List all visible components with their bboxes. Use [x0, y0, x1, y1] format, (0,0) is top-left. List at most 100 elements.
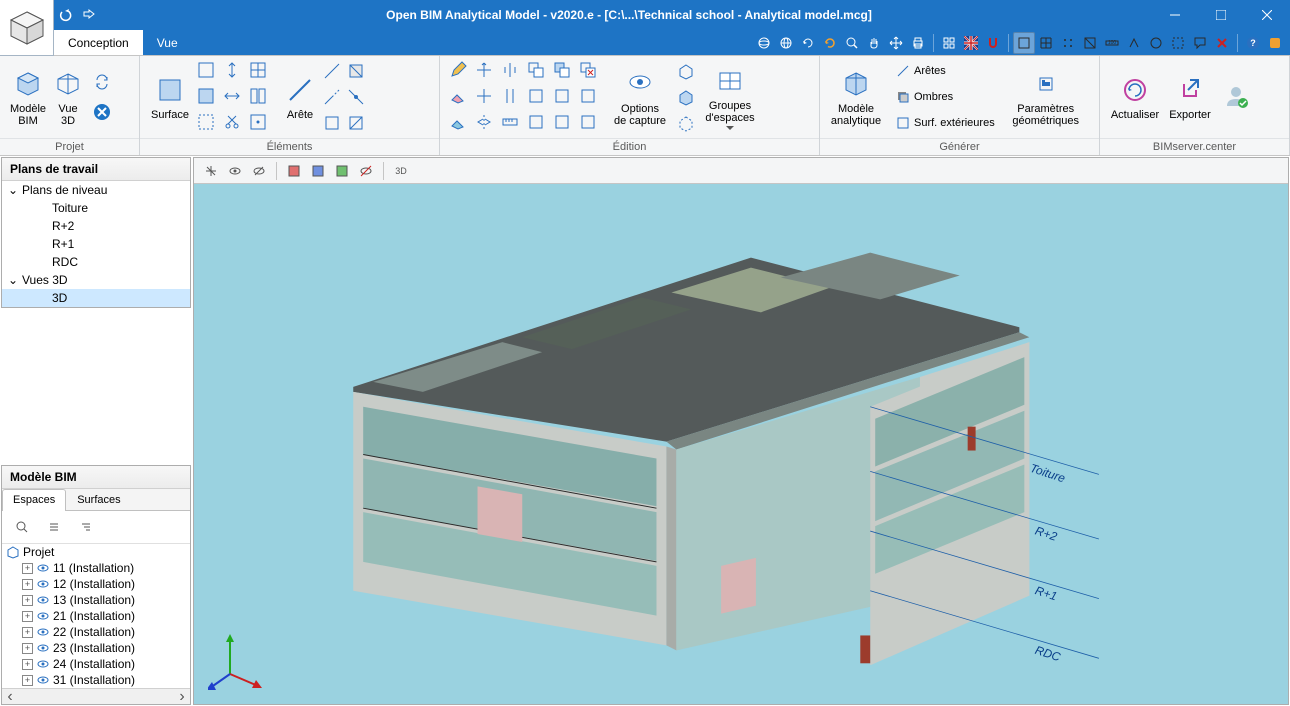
edit-9-icon[interactable]	[524, 110, 548, 134]
sync-icon[interactable]	[90, 70, 114, 94]
search-icon[interactable]	[10, 515, 34, 539]
capt-1-icon[interactable]	[674, 59, 698, 83]
arete-3-icon[interactable]	[320, 111, 344, 135]
app-menu-button[interactable]	[0, 0, 54, 56]
tab-espaces[interactable]: Espaces	[2, 489, 66, 511]
denied-icon[interactable]	[90, 100, 114, 124]
installation-node[interactable]: +12 (Installation)	[2, 576, 190, 592]
installation-node[interactable]: +13 (Installation)	[2, 592, 190, 608]
parametres-geom-button[interactable]: Paramètres géométriques	[1009, 58, 1083, 136]
arete-1-icon[interactable]	[320, 59, 344, 83]
vt-layer3-icon[interactable]	[331, 160, 353, 182]
installation-node[interactable]: +31 (Installation)	[2, 672, 190, 688]
pan-icon[interactable]	[863, 32, 885, 54]
vt-1-icon[interactable]	[200, 160, 222, 182]
elem-center-icon[interactable]	[220, 84, 244, 108]
arete-4-icon[interactable]	[344, 59, 368, 83]
edit-erase-icon[interactable]	[446, 84, 470, 108]
elem-grid-icon[interactable]	[246, 58, 270, 82]
cancel-icon[interactable]	[1211, 32, 1233, 54]
snap-6-icon[interactable]	[1123, 32, 1145, 54]
print-icon[interactable]	[907, 32, 929, 54]
zoom-icon[interactable]	[841, 32, 863, 54]
snap-1-icon[interactable]	[1013, 32, 1035, 54]
grid-toggle-icon[interactable]	[938, 32, 960, 54]
elem-dashed-icon[interactable]	[194, 110, 218, 134]
edit-copy2-icon[interactable]	[550, 58, 574, 82]
user-button[interactable]	[1216, 58, 1256, 136]
level-rdc[interactable]: RDC	[2, 253, 190, 271]
vue-3d-item[interactable]: 3D	[2, 289, 190, 307]
snap-3-icon[interactable]	[1057, 32, 1079, 54]
about-icon[interactable]	[1264, 32, 1286, 54]
projet-node[interactable]: Projet	[2, 544, 190, 560]
comment-icon[interactable]	[1189, 32, 1211, 54]
edit-copy-del-icon[interactable]	[576, 58, 600, 82]
vt-eye-icon[interactable]	[224, 160, 246, 182]
edit-mirror-icon[interactable]	[472, 110, 496, 134]
elem-cells-icon[interactable]	[246, 84, 270, 108]
refresh-icon[interactable]	[819, 32, 841, 54]
expand-icon[interactable]	[74, 515, 98, 539]
level-toiture[interactable]: Toiture	[2, 199, 190, 217]
vt-3d-icon[interactable]: 3D	[390, 160, 412, 182]
rotate-icon[interactable]	[797, 32, 819, 54]
level-r2[interactable]: R+2	[2, 217, 190, 235]
tab-conception[interactable]: Conception	[54, 30, 143, 55]
edit-11-icon[interactable]	[576, 110, 600, 134]
magnet-icon[interactable]	[982, 32, 1004, 54]
edit-arrows-icon[interactable]	[472, 84, 496, 108]
vues-3d-node[interactable]: ⌄Vues 3D	[2, 271, 190, 289]
vt-hide-icon[interactable]	[355, 160, 377, 182]
uk-flag-icon[interactable]	[960, 32, 982, 54]
arete-button[interactable]: Arête	[280, 58, 320, 136]
edit-8-icon[interactable]	[576, 84, 600, 108]
vt-layer2-icon[interactable]	[307, 160, 329, 182]
surface-button[interactable]: Surface	[146, 58, 194, 136]
vt-eye2-icon[interactable]	[248, 160, 270, 182]
elem-cut-icon[interactable]	[220, 110, 244, 134]
tab-vue[interactable]: Vue	[143, 30, 192, 55]
actualiser-button[interactable]: Actualiser	[1106, 58, 1164, 136]
vue-3d-button[interactable]: Vue 3D	[50, 58, 86, 136]
viewport-3d[interactable]: 3D	[193, 157, 1289, 705]
globe-icon[interactable]	[775, 32, 797, 54]
redo-icon[interactable]	[54, 4, 76, 26]
elem-dotrect-icon[interactable]	[246, 110, 270, 134]
edit-pen-icon[interactable]	[446, 58, 470, 82]
help-icon[interactable]: ?	[1242, 32, 1264, 54]
ombres-button[interactable]: Ombres	[890, 85, 1001, 109]
installation-node[interactable]: +24 (Installation)	[2, 656, 190, 672]
edit-copy-icon[interactable]	[524, 58, 548, 82]
aretes-button[interactable]: Arêtes	[890, 59, 1001, 83]
minimize-button[interactable]	[1152, 0, 1198, 30]
modele-analytique-button[interactable]: Modèle analytique	[826, 58, 886, 136]
snap-2-icon[interactable]	[1035, 32, 1057, 54]
elem-align-icon[interactable]	[220, 58, 244, 82]
snap-8-icon[interactable]	[1167, 32, 1189, 54]
horizontal-scrollbar[interactable]: ‹ ›	[2, 688, 190, 704]
elem-rect-icon[interactable]	[194, 58, 218, 82]
installation-node[interactable]: +21 (Installation)	[2, 608, 190, 624]
snap-7-icon[interactable]	[1145, 32, 1167, 54]
level-r1[interactable]: R+1	[2, 235, 190, 253]
edit-vsplit-icon[interactable]	[498, 84, 522, 108]
snap-4-icon[interactable]	[1079, 32, 1101, 54]
capt-3-icon[interactable]	[674, 111, 698, 135]
scroll-right-icon[interactable]: ›	[174, 690, 190, 704]
plans-niveau-node[interactable]: ⌄Plans de niveau	[2, 181, 190, 199]
close-button[interactable]	[1244, 0, 1290, 30]
options-capture-button[interactable]: Options de capture	[610, 58, 670, 136]
move-icon[interactable]	[885, 32, 907, 54]
edit-ruler-icon[interactable]	[498, 110, 522, 134]
edit-move-icon[interactable]	[472, 58, 496, 82]
orbit-icon[interactable]	[753, 32, 775, 54]
installation-node[interactable]: +11 (Installation)	[2, 560, 190, 576]
arete-5-icon[interactable]	[344, 85, 368, 109]
collapse-icon[interactable]	[42, 515, 66, 539]
groupes-espaces-button[interactable]: Groupes d'espaces	[702, 58, 758, 136]
elem-shade-icon[interactable]	[194, 84, 218, 108]
edit-erase2-icon[interactable]	[446, 110, 470, 134]
tab-surfaces[interactable]: Surfaces	[66, 489, 131, 510]
capt-2-icon[interactable]	[674, 85, 698, 109]
